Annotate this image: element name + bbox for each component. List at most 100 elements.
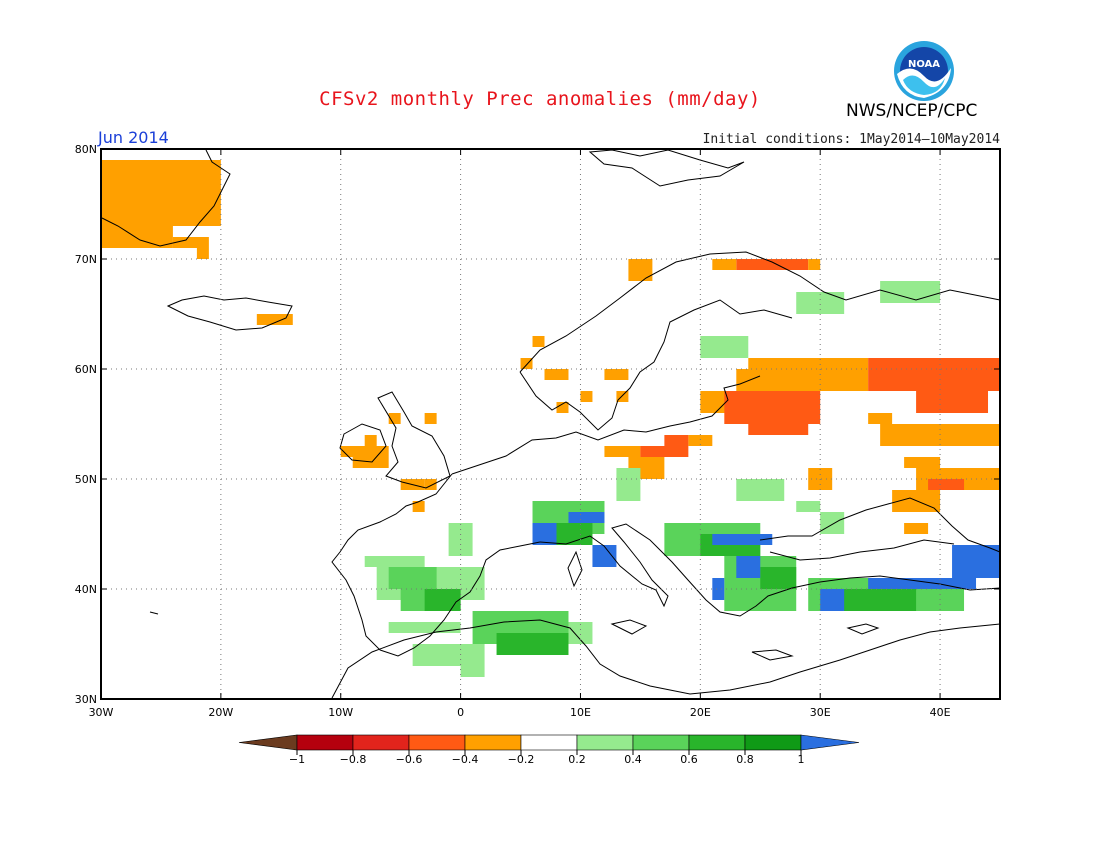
coastline-great-britain bbox=[377, 391, 451, 489]
anomaly-cell bbox=[736, 369, 869, 391]
coastline-corsica-sardinia bbox=[567, 550, 583, 588]
colorbar-swatch bbox=[688, 734, 746, 751]
colorbar-label: −0.2 bbox=[508, 753, 535, 766]
anomaly-region bbox=[256, 314, 293, 325]
anomaly-cell bbox=[520, 358, 533, 369]
colorbar-swatch bbox=[520, 734, 578, 751]
anomaly-cell bbox=[340, 446, 389, 457]
coastline-sicily bbox=[610, 619, 648, 635]
lat-tick-label: 80N bbox=[75, 143, 97, 156]
anomaly-cell bbox=[424, 479, 437, 490]
colorbar-low-arrow bbox=[238, 734, 298, 751]
lon-tick-label: 10W bbox=[328, 706, 353, 719]
coastline-svalbard bbox=[588, 149, 745, 187]
anomaly-cell bbox=[748, 358, 869, 369]
forecast-period-label: Jun 2014 bbox=[98, 128, 169, 147]
anomaly-region bbox=[532, 512, 1000, 611]
anomaly-cell bbox=[544, 501, 605, 512]
lat-tick-label: 50N bbox=[75, 473, 97, 486]
anomaly-cell bbox=[868, 413, 893, 424]
anomaly-cell bbox=[604, 446, 641, 457]
anomaly-cell bbox=[724, 391, 821, 424]
initial-conditions-label: Initial conditions: 1May2014—10May2014 bbox=[702, 132, 1000, 147]
colorbar-label: −0.4 bbox=[452, 753, 479, 766]
organization-label: NWS/NCEP/CPC bbox=[846, 101, 978, 121]
anomaly-cell bbox=[808, 259, 821, 270]
anomaly-cell bbox=[820, 512, 845, 534]
anomaly-cell bbox=[412, 644, 485, 666]
anomaly-cell bbox=[364, 435, 377, 446]
colorbar-swatch bbox=[464, 734, 522, 751]
lon-tick-label: 40E bbox=[930, 706, 951, 719]
anomaly-cell bbox=[628, 259, 653, 281]
anomaly-cell bbox=[688, 435, 713, 446]
anomaly-shading bbox=[101, 160, 1000, 677]
anomaly-cell bbox=[796, 292, 845, 314]
lat-tick-label: 30N bbox=[75, 693, 97, 706]
anomaly-cell bbox=[460, 666, 485, 677]
anomaly-cell bbox=[904, 523, 929, 534]
anomaly-cell bbox=[532, 336, 545, 347]
anomaly-cell bbox=[424, 589, 461, 611]
anomaly-cell bbox=[101, 160, 221, 226]
coastline-cyprus bbox=[846, 623, 880, 635]
anomaly-cell bbox=[352, 457, 389, 468]
anomaly-cell bbox=[568, 512, 605, 523]
coastline-italy-balkans bbox=[539, 523, 1001, 617]
anomaly-cell bbox=[916, 391, 989, 413]
anomaly-cell bbox=[760, 567, 797, 589]
lat-tick-label: 60N bbox=[75, 363, 97, 376]
anomaly-cell bbox=[640, 446, 689, 457]
anomaly-cell bbox=[544, 369, 569, 380]
lon-tick-label: 20W bbox=[208, 706, 233, 719]
anomaly-region bbox=[640, 435, 689, 457]
anomaly-region bbox=[712, 259, 821, 270]
anomaly-cell bbox=[101, 226, 173, 248]
colorbar-label: −0.8 bbox=[340, 753, 367, 766]
anomaly-cell bbox=[748, 424, 809, 435]
coastline-azores bbox=[149, 611, 159, 615]
noaa-logo-icon: NOAA bbox=[894, 41, 954, 101]
colorbar-swatch bbox=[632, 734, 690, 751]
coastline-scandinavia-north bbox=[519, 251, 1001, 373]
anomaly-region bbox=[724, 358, 1000, 490]
anomaly-cell bbox=[832, 589, 917, 611]
anomaly-region bbox=[101, 160, 221, 259]
map-frame bbox=[100, 148, 1001, 700]
anomaly-cell bbox=[592, 545, 617, 567]
colorbar-label: 1 bbox=[798, 753, 805, 766]
lon-tick-label: 30E bbox=[810, 706, 831, 719]
coastlines bbox=[101, 149, 1001, 699]
anomaly-cell bbox=[364, 556, 425, 567]
anomaly-cell bbox=[820, 589, 845, 611]
colorbar-swatch bbox=[744, 734, 802, 751]
anomaly-cell bbox=[868, 578, 977, 589]
anomaly-cell bbox=[712, 578, 725, 600]
anomaly-cell bbox=[712, 259, 737, 270]
anomaly-cell bbox=[736, 259, 809, 270]
colorbar-label: −0.6 bbox=[396, 753, 423, 766]
anomaly-cell bbox=[556, 523, 593, 545]
anomaly-cell bbox=[556, 402, 569, 413]
coastline-iberia-france bbox=[331, 473, 541, 657]
colorbar: −1 −0.8 −0.6 −0.4 −0.2 0.2 0.4 0.6 0.8 1 bbox=[238, 734, 860, 766]
lon-tick-label: 10E bbox=[570, 706, 591, 719]
colorbar-swatch bbox=[576, 734, 634, 751]
coastline-greenland bbox=[101, 149, 231, 247]
anomaly-cell bbox=[736, 479, 785, 501]
anomaly-region bbox=[520, 259, 653, 413]
anomaly-cell bbox=[700, 336, 749, 358]
anomaly-region bbox=[736, 259, 809, 270]
colorbar-label: −1 bbox=[289, 753, 305, 766]
anomaly-cell bbox=[424, 413, 437, 424]
lon-tick-label: 0 bbox=[457, 706, 464, 719]
anomaly-cell bbox=[496, 633, 569, 655]
coastline-crete bbox=[751, 649, 794, 661]
anomaly-cell bbox=[616, 391, 629, 402]
anomaly-cell bbox=[736, 556, 761, 578]
anomaly-cell bbox=[616, 468, 641, 501]
colorbar-swatch bbox=[352, 734, 410, 751]
anomaly-cell bbox=[256, 314, 293, 325]
colorbar-label: 0.4 bbox=[624, 753, 642, 766]
